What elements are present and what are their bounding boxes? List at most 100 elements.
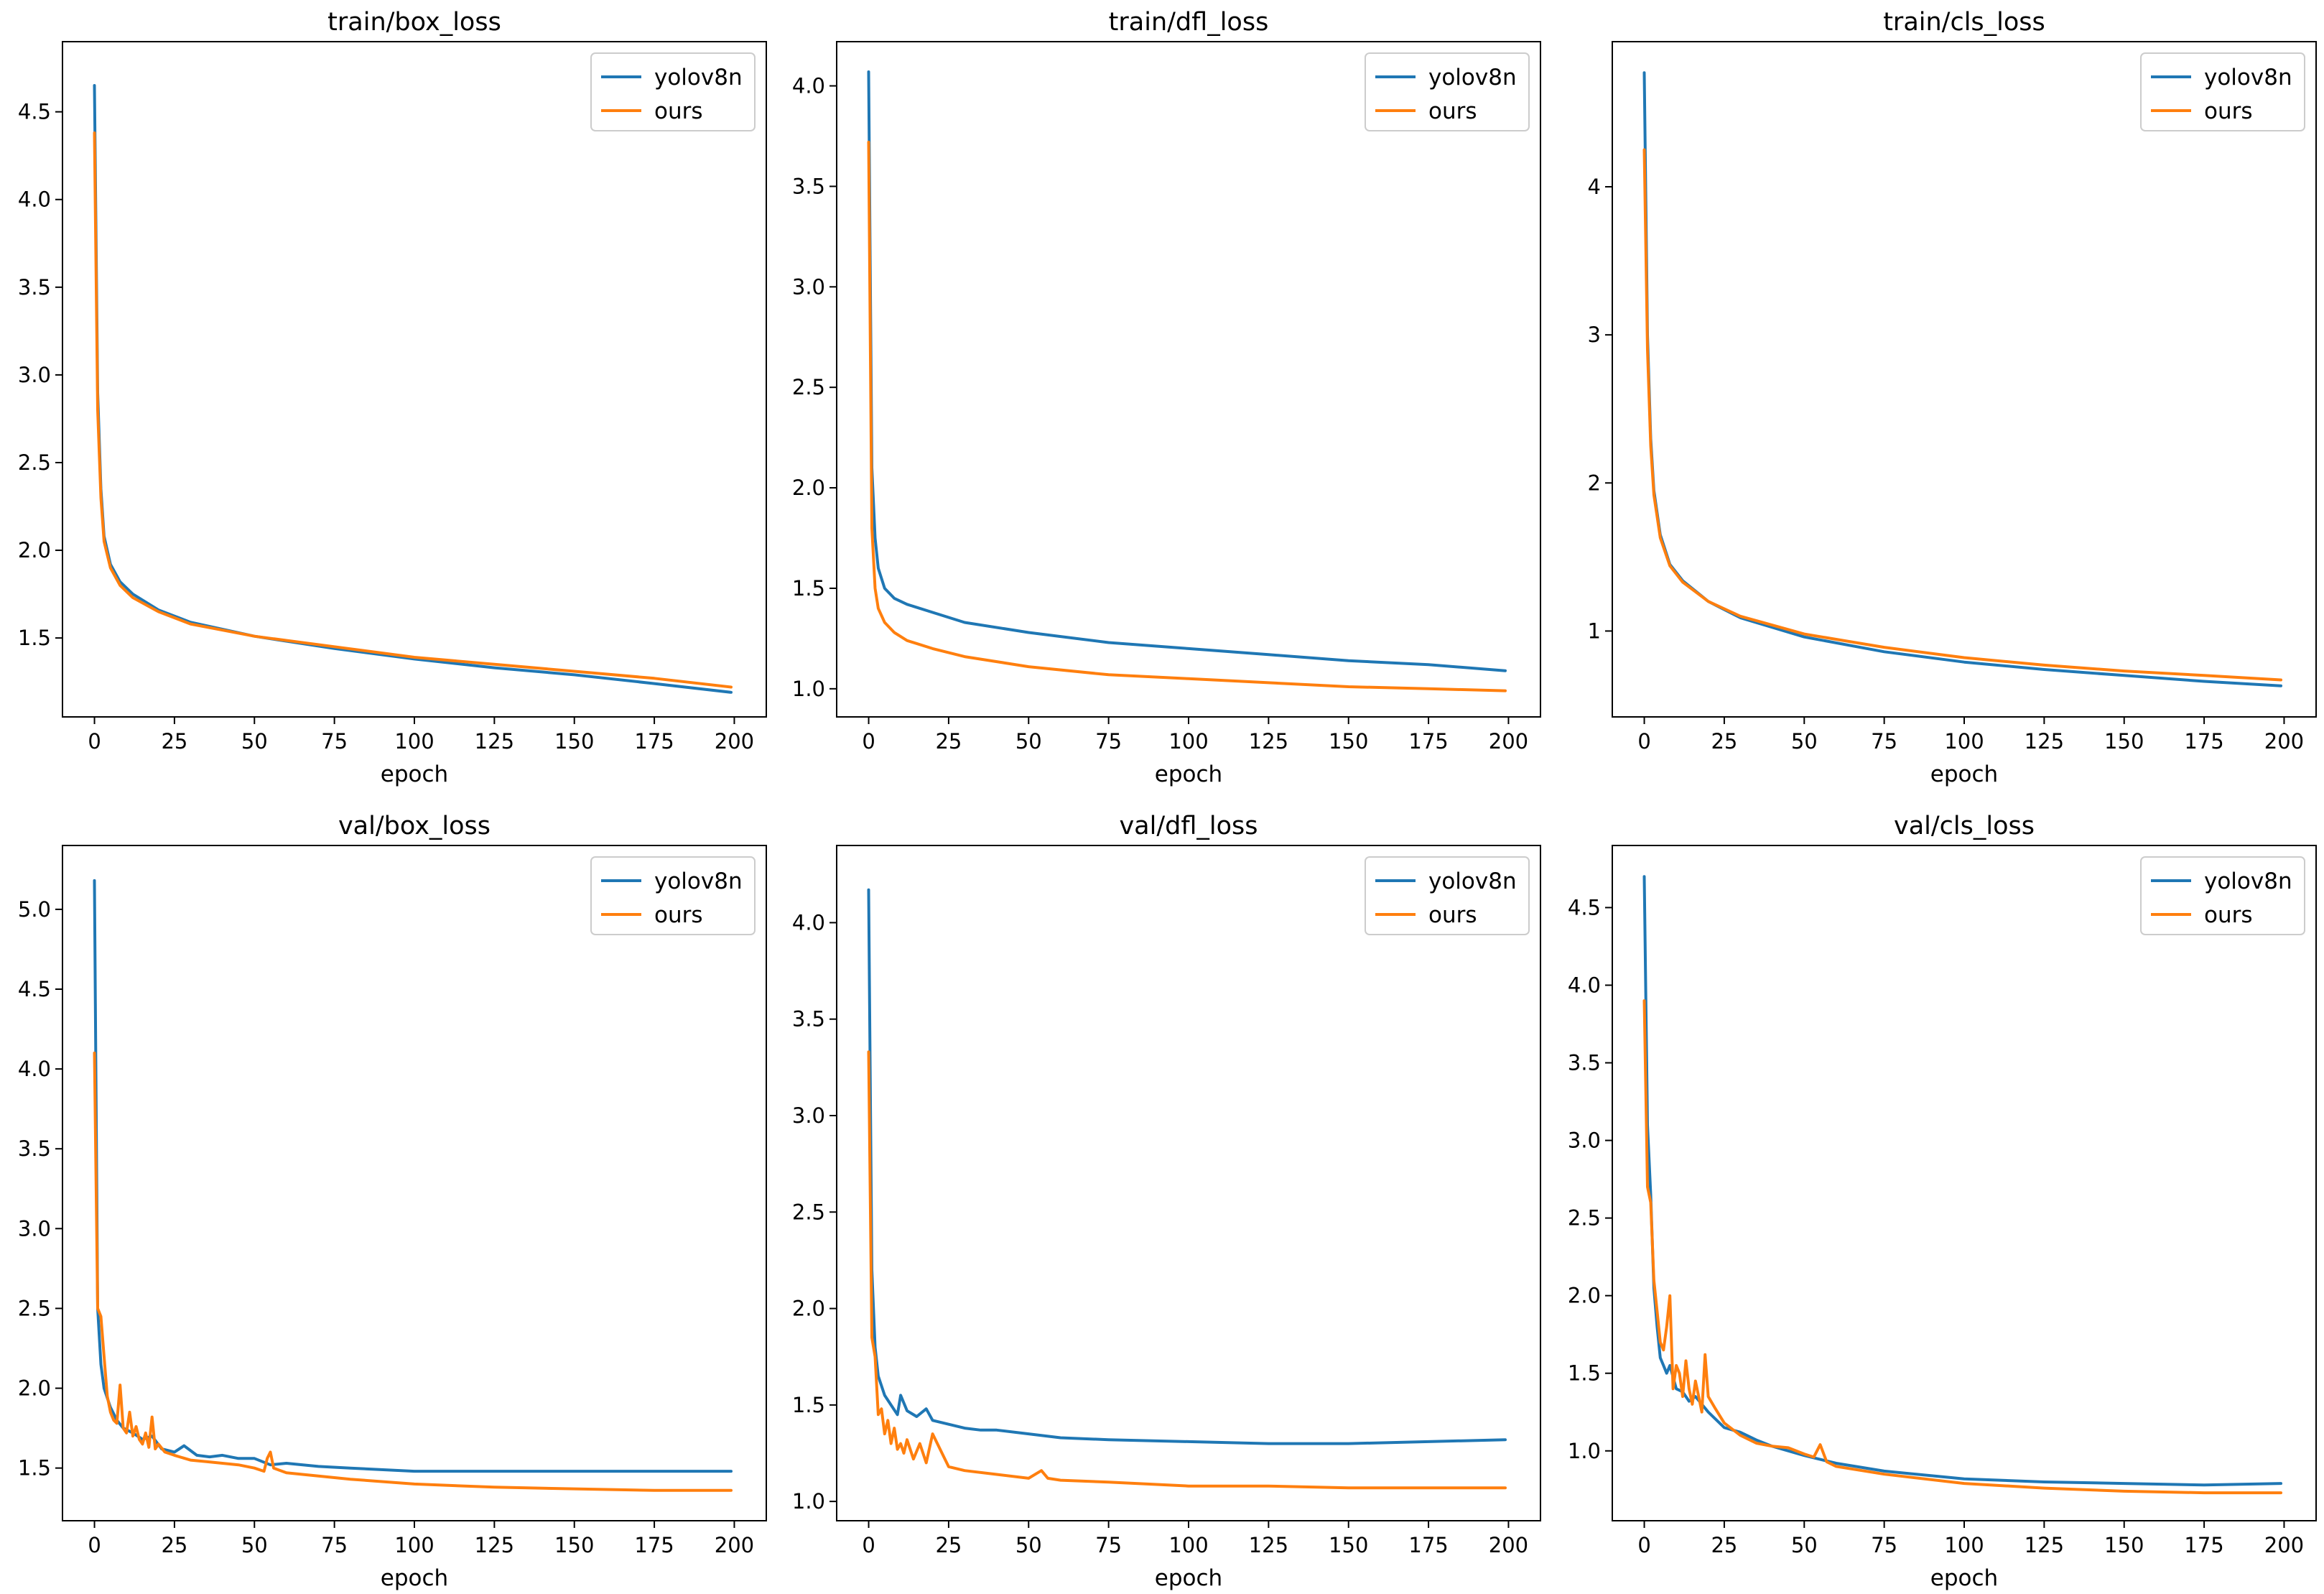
chart-panel-6: 0 25 50 75 100 125 150 175 200 1.0 1.5 2.0 2.5 3.0 3.5…: [1568, 812, 2317, 1591]
x-tick-label: 75: [321, 729, 348, 754]
x-axis-label: epoch: [1930, 761, 1998, 787]
x-tick-label: 0: [862, 1533, 875, 1557]
x-tick-label: 0: [1637, 1533, 1650, 1557]
x-tick-label: 100: [1944, 1533, 1984, 1557]
series-line-yolov8n: [93, 879, 733, 1473]
x-tick-label: 125: [2025, 1533, 2064, 1557]
chart-panel-4: 0 25 50 75 100 125 150 175 200 1.5 2.0 2.5 3.0 3.5 4.0…: [18, 812, 767, 1591]
y-tick-label: 4.0: [792, 74, 825, 98]
y-tick-label: 3.5: [18, 275, 51, 300]
chart-title: val/dfl_loss: [1119, 812, 1258, 840]
x-tick-label: 25: [1711, 1533, 1737, 1557]
x-tick-label: 75: [1871, 1533, 1897, 1557]
y-tick-label: 3.5: [792, 1007, 825, 1032]
y-tick-label: 1.5: [792, 1393, 825, 1417]
y-tick-label: 1.5: [18, 626, 51, 650]
x-tick-label: 125: [2025, 729, 2064, 754]
legend-label-ours: ours: [2204, 98, 2253, 124]
y-tick-label: 4.0: [1568, 973, 1601, 997]
legend: yolov8n ours: [590, 52, 756, 131]
chart-title: train/dfl_loss: [1109, 8, 1269, 37]
x-tick-label: 150: [1329, 729, 1368, 754]
y-tick-label: 1.5: [18, 1456, 51, 1481]
y-tick-label: 3.0: [792, 1103, 825, 1128]
y-tick-label: 5.0: [18, 897, 51, 922]
x-axis-label: epoch: [1930, 1565, 1998, 1591]
y-tick-label: 2.5: [18, 450, 51, 475]
x-tick-label: 100: [394, 729, 434, 754]
x-tick-label: 125: [1249, 729, 1288, 754]
y-tick-label: 4.5: [18, 977, 51, 1001]
x-tick-label: 200: [2264, 1533, 2304, 1557]
x-tick-label: 100: [1168, 1533, 1208, 1557]
x-tick-label: 0: [862, 729, 875, 754]
legend-label-yolov8n: yolov8n: [2204, 65, 2292, 91]
y-tick-label: 2: [1588, 471, 1601, 495]
x-tick-label: 75: [1095, 729, 1122, 754]
legend-label-ours: ours: [1428, 902, 1477, 928]
x-tick-label: 50: [1791, 729, 1818, 754]
series-line-ours: [867, 140, 1507, 692]
y-tick-label: 3.5: [18, 1136, 51, 1161]
chart-title: train/cls_loss: [1883, 8, 2045, 37]
x-axis-label: epoch: [1155, 761, 1222, 787]
x-tick-label: 25: [935, 1533, 962, 1557]
y-tick-label: 1: [1588, 618, 1601, 643]
x-tick-label: 0: [88, 1533, 101, 1557]
legend: yolov8n ours: [590, 856, 756, 935]
x-tick-label: 50: [1015, 729, 1042, 754]
chart-panel-2: 0 25 50 75 100 125 150 175 200 1.0 1.5 2.0 2.5 3.0 3.5…: [792, 8, 1541, 787]
x-tick-label: 150: [554, 729, 594, 754]
y-tick-label: 4.0: [18, 1057, 51, 1081]
chart-panel-1: 0 25 50 75 100 125 150 175 200 1.5 2.0 2.5 3.0 3.5 4.0…: [18, 8, 767, 787]
chart-title: val/box_loss: [338, 812, 491, 840]
x-tick-label: 25: [1711, 729, 1737, 754]
x-tick-label: 100: [394, 1533, 434, 1557]
x-tick-label: 0: [1637, 729, 1650, 754]
chart-title: train/box_loss: [327, 8, 501, 37]
chart-title: val/cls_loss: [1894, 812, 2035, 840]
x-tick-label: 175: [1408, 729, 1448, 754]
x-tick-label: 175: [2184, 1533, 2223, 1557]
x-tick-label: 200: [715, 729, 754, 754]
y-tick-label: 4.0: [18, 187, 51, 212]
y-tick-label: 1.0: [792, 1489, 825, 1514]
y-tick-label: 1.0: [1568, 1439, 1601, 1463]
x-tick-label: 25: [935, 729, 962, 754]
y-tick-label: 4.5: [1568, 895, 1601, 919]
x-tick-label: 150: [554, 1533, 594, 1557]
x-tick-label: 175: [1408, 1533, 1448, 1557]
x-tick-label: 75: [1095, 1533, 1122, 1557]
legend-label-yolov8n: yolov8n: [1428, 65, 1517, 91]
legend: yolov8n ours: [2140, 856, 2305, 935]
legend: yolov8n ours: [1365, 856, 1530, 935]
y-tick-label: 2.0: [792, 476, 825, 500]
legend-label-ours: ours: [654, 98, 703, 124]
y-tick-label: 3: [1588, 323, 1601, 347]
x-axis-label: epoch: [381, 1565, 448, 1591]
series-line-ours: [93, 1051, 733, 1492]
legend-label-yolov8n: yolov8n: [654, 65, 743, 91]
y-tick-label: 2.5: [18, 1296, 51, 1320]
x-tick-label: 50: [1791, 1533, 1818, 1557]
legend-label-ours: ours: [1428, 98, 1477, 124]
x-tick-label: 50: [241, 729, 268, 754]
y-tick-label: 3.0: [792, 274, 825, 299]
x-tick-label: 50: [241, 1533, 268, 1557]
series-line-ours: [867, 1050, 1507, 1490]
y-tick-label: 4.0: [792, 910, 825, 935]
legend: yolov8n ours: [2140, 52, 2305, 131]
y-tick-label: 2.0: [1568, 1284, 1601, 1308]
x-tick-label: 200: [1489, 729, 1528, 754]
chart-panel-5: 0 25 50 75 100 125 150 175 200 1.0 1.5 2.0 2.5 3.0 3.5…: [792, 812, 1541, 1591]
x-tick-label: 200: [2264, 729, 2304, 754]
x-tick-label: 175: [634, 729, 674, 754]
x-tick-label: 100: [1944, 729, 1984, 754]
x-tick-label: 150: [2104, 729, 2144, 754]
y-tick-label: 3.5: [792, 174, 825, 198]
series-line-ours: [93, 131, 733, 689]
x-tick-label: 75: [321, 1533, 348, 1557]
y-tick-label: 2.0: [18, 1376, 51, 1401]
